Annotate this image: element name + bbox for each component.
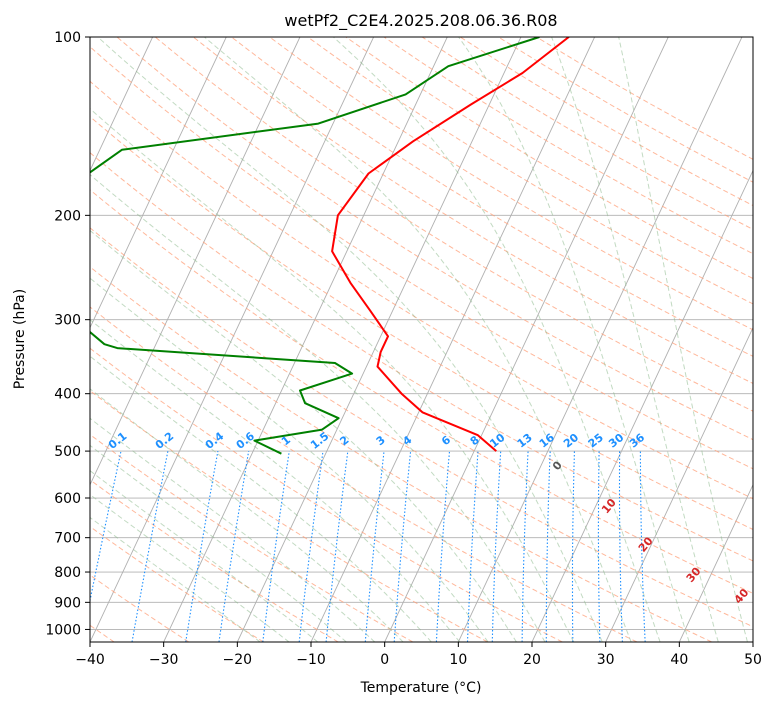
dry-adiabat-line [90, 152, 753, 562]
y-axis-label: Pressure (hPa) [12, 289, 28, 389]
moist-adiabat-line [90, 355, 432, 642]
y-tick-label: 1000 [45, 622, 81, 638]
mixing-ratio-line [393, 451, 412, 642]
sounding-series [90, 37, 570, 455]
x-tick-label: 50 [744, 652, 762, 668]
isotherm-line [384, 37, 669, 642]
mixing-ratio-line [639, 451, 646, 642]
y-tick-label: 400 [54, 387, 81, 403]
moist-adiabat-line [90, 229, 517, 642]
dry-adiabat-line [90, 80, 753, 500]
mixing-ratio-line [435, 451, 451, 642]
x-tick-label: 10 [449, 652, 467, 668]
dry-adiabat-line [90, 227, 753, 628]
mixing-ratio-line [325, 451, 349, 642]
y-tick-label: 300 [54, 313, 81, 329]
mixing-ratio-line [364, 451, 385, 642]
dry-adiabat-line [90, 390, 488, 642]
isotherm-line [531, 169, 753, 642]
isobar-gridlines [90, 37, 753, 630]
x-tick-label: −20 [223, 652, 253, 668]
x-axis-label: Temperature (°C) [360, 680, 482, 696]
x-tick-label: −30 [149, 652, 179, 668]
dry-adiabat-lines [90, 37, 753, 642]
y-tick-label: 800 [54, 565, 81, 581]
y-tick-label: 600 [54, 491, 81, 507]
moist-adiabat-line [90, 108, 575, 642]
temperature-line [331, 37, 570, 452]
mixing-ratio-line [545, 451, 551, 642]
mixing-ratio-line [618, 451, 623, 642]
moist-adiabat-line [551, 37, 719, 642]
moist-adiabat-line [90, 444, 347, 642]
y-tick-label: 700 [54, 531, 81, 547]
x-tick-label: 20 [523, 652, 541, 668]
dry-adiabat-line [90, 46, 753, 470]
x-tick-label: −40 [75, 652, 105, 668]
isotherm-line [90, 37, 154, 172]
isotherm-line [236, 37, 522, 642]
moist-adiabat-line [333, 37, 661, 642]
dry-adiabat-line [90, 574, 190, 642]
isotherm-line [90, 37, 301, 486]
x-tick-label: 40 [670, 652, 688, 668]
dry-adiabat-line [307, 37, 753, 305]
moist-adiabat-line [618, 37, 748, 642]
moist-adiabat-line [90, 388, 404, 642]
chart-title: wetPf2_C2E4.2025.208.06.36.R08 [284, 11, 557, 31]
x-tick-label: 30 [597, 652, 615, 668]
mixing-ratio-line [491, 451, 502, 642]
moist-adiabat-line [90, 319, 461, 642]
mixing-ratio-line [90, 450, 122, 604]
x-axis-ticks: −40 −30 −20 −10 0 10 20 30 40 50 [75, 642, 762, 668]
moist-adiabat-line [90, 470, 319, 642]
dewpoint-line [90, 37, 540, 455]
y-tick-label: 500 [54, 444, 81, 460]
dry-adiabat-line [90, 266, 712, 642]
isotherm-lines [90, 37, 753, 642]
dry-adiabat-line [154, 37, 753, 412]
x-tick-label: 0 [380, 652, 389, 668]
plot-area: 0.10.20.40.611.52346810131620253036-100-… [90, 37, 753, 642]
y-axis-ticks: 100 200 300 400 500 600 700 800 900 1000 [45, 30, 90, 638]
isotherm-line [678, 483, 753, 642]
x-tick-label: −10 [296, 652, 326, 668]
y-tick-label: 900 [54, 595, 81, 611]
mixing-ratio-line [597, 451, 601, 642]
isotherm-line [90, 37, 375, 642]
dry-adiabat-line [90, 347, 563, 642]
plot-frame [89, 36, 754, 643]
isotherm-line [90, 37, 227, 329]
y-tick-label: 200 [54, 208, 81, 224]
mixing-ratio-line [521, 451, 529, 642]
moist-adiabat-line [204, 37, 632, 642]
isotherm-line [605, 326, 753, 642]
moist-adiabat-line [97, 37, 603, 642]
dry-adiabat-line [90, 189, 753, 594]
mixing-ratio-line [466, 451, 479, 642]
y-tick-label: 100 [54, 30, 81, 46]
isotherm-line [163, 37, 448, 642]
mixing-ratio-line [571, 451, 575, 642]
dry-adiabat-line [90, 115, 753, 530]
moist-adiabat-line [90, 277, 489, 642]
moist-adiabat-line [458, 37, 690, 642]
dry-adiabat-line [90, 433, 414, 642]
isotherm-line [457, 37, 743, 642]
moist-adiabat-line [90, 173, 546, 642]
moist-adiabat-line [90, 417, 376, 642]
mixing-ratio-lines [90, 450, 646, 642]
isotherm-line [310, 37, 596, 642]
dry-adiabat-line [269, 37, 753, 331]
dry-adiabat-line [116, 37, 753, 441]
moist-adiabat-lines [90, 37, 748, 642]
